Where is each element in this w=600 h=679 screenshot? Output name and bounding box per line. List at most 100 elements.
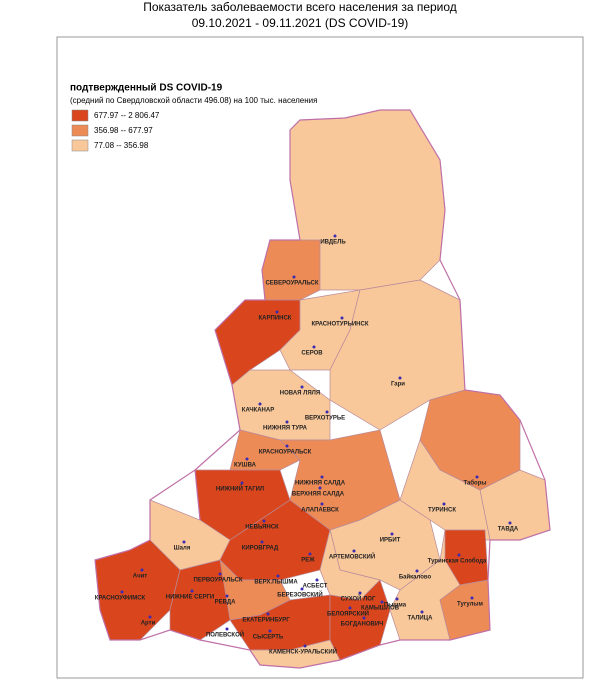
city-dot bbox=[120, 590, 124, 594]
city-dot bbox=[275, 310, 279, 314]
city-label: ИРБИТ bbox=[380, 538, 401, 544]
city-labels: ИВДЕЛЬ СЕВЕРОУРАЛЬСК КАРПИНСК КРАСНОТУРЬИНС… bbox=[95, 234, 519, 656]
city-dot bbox=[190, 589, 194, 593]
city-dot bbox=[292, 275, 296, 279]
city-dot bbox=[475, 475, 479, 479]
city-dot bbox=[262, 519, 266, 523]
city-dot bbox=[320, 475, 324, 479]
city-label: НОВАЯ ЛЯЛЯ bbox=[280, 391, 320, 397]
city-dot bbox=[266, 612, 270, 616]
frame bbox=[56, 36, 584, 679]
city-label: НЕВЬЯНСК bbox=[245, 525, 279, 531]
city-dot bbox=[140, 568, 144, 572]
city-label: Таборы bbox=[463, 480, 486, 487]
city-label: Гари bbox=[391, 382, 405, 388]
title: 09.10.2021 - 09.11.2021 (DS COVID-19) bbox=[192, 16, 409, 30]
city-label: ИВДЕЛЬ bbox=[320, 240, 346, 246]
city-dot bbox=[225, 627, 229, 631]
city-dot bbox=[218, 572, 222, 576]
legend-subtitle: (средний по Свердловской области 496.08)… bbox=[70, 96, 317, 105]
city-dot bbox=[300, 587, 304, 591]
city-label: ТАВДА bbox=[498, 527, 519, 533]
city-dot bbox=[470, 596, 474, 600]
city-label: КРАСНОУРАЛЬСК bbox=[259, 450, 312, 456]
city-label: СУХОЙ ЛОГ bbox=[341, 595, 376, 603]
city-dot bbox=[320, 502, 324, 506]
city-dot bbox=[380, 600, 384, 604]
city-dot bbox=[258, 402, 262, 406]
legend: подтвержденный DS COVID-19 (средний по С… bbox=[70, 83, 317, 152]
region bbox=[329, 579, 391, 661]
city-label: СЕВЕРОУРАЛЬСК bbox=[265, 281, 318, 287]
city-dot bbox=[358, 591, 362, 595]
city-dot bbox=[308, 552, 312, 556]
legend-label: 677.97 -- 2 806.47 bbox=[94, 111, 160, 120]
city-label: БЕРЕЗОВСКИЙ bbox=[277, 591, 322, 599]
city-dot bbox=[312, 345, 316, 349]
city-dot bbox=[390, 532, 394, 536]
city-label: РЕЖ bbox=[301, 558, 315, 564]
city-dot bbox=[245, 457, 249, 461]
city-label: КАМЕНСК-УРАЛЬСКИЙ bbox=[269, 648, 337, 656]
city-label: НИЖНЯЯ САЛДА bbox=[295, 481, 346, 487]
city-label: ЕКАТЕРИНБУРГ bbox=[242, 618, 290, 624]
legend-swatch bbox=[71, 139, 89, 152]
city-dot bbox=[240, 481, 244, 485]
city-dot bbox=[276, 574, 280, 578]
legend-label: 356.98 -- 677.97 bbox=[94, 126, 153, 135]
city-label: Арти bbox=[141, 621, 156, 627]
city-label: ВЕРХ.ПЫШМА bbox=[254, 580, 298, 586]
city-label: СЕРОВ bbox=[301, 351, 323, 357]
city-label: КАМЫШЛОВ bbox=[361, 606, 400, 612]
city-label: Шаля bbox=[174, 546, 191, 552]
city-label: НИЖНИЕ СЕРГИ bbox=[166, 595, 214, 601]
city-dot bbox=[340, 316, 344, 320]
region-border bbox=[94, 109, 551, 669]
city-dot bbox=[148, 615, 152, 619]
city-dot bbox=[285, 420, 289, 424]
city-dot bbox=[300, 385, 304, 389]
city-label: Тугулым bbox=[457, 602, 483, 608]
city-dot bbox=[260, 540, 264, 544]
city-dot bbox=[395, 597, 399, 601]
city-label: ВЕРХОТУРЬЕ bbox=[305, 416, 345, 422]
city-label: ТАЛИЦА bbox=[408, 616, 434, 622]
city-dot bbox=[415, 569, 419, 573]
city-label: АЛАПАЕВСК bbox=[301, 508, 339, 514]
legend-label: 77.08 -- 356.98 bbox=[94, 141, 149, 150]
regions bbox=[94, 109, 551, 669]
city-label: КРАСНОТУРЬИНСК bbox=[311, 322, 368, 328]
city-label: КАЧКАНАР bbox=[242, 408, 274, 414]
city-label: ПЕРВОУРАЛЬСК bbox=[194, 578, 243, 584]
city-label: АРТЕМОВСКИЙ bbox=[329, 553, 375, 561]
city-label: РЕВДА bbox=[215, 600, 237, 606]
city-label: ТУРИНСК bbox=[428, 508, 456, 514]
city-label: Байкалово bbox=[399, 574, 432, 581]
city-dot bbox=[315, 578, 319, 582]
city-dot bbox=[325, 410, 329, 414]
city-dot bbox=[182, 540, 186, 544]
city-dot bbox=[457, 553, 461, 557]
city-label: АСБЕСТ bbox=[303, 584, 328, 590]
city-dot bbox=[268, 629, 272, 633]
city-dot bbox=[348, 606, 352, 610]
city-dot bbox=[352, 549, 356, 553]
city-label: КАРПИНСК bbox=[259, 316, 292, 322]
city-label: НИЖНИЙ ТАГИЛ bbox=[216, 485, 264, 493]
city-dot bbox=[442, 502, 446, 506]
city-label: Туринская Слобода bbox=[428, 558, 487, 565]
city-label: Пышма bbox=[384, 603, 407, 609]
city-dot bbox=[333, 234, 337, 238]
city-dot bbox=[285, 444, 289, 448]
city-dot bbox=[318, 486, 322, 490]
city-dot bbox=[398, 376, 402, 380]
city-label: БОГДАНОВИЧ bbox=[341, 622, 384, 628]
city-dot bbox=[362, 616, 366, 620]
legend-swatch bbox=[71, 124, 89, 137]
legend-title: подтвержденный DS COVID-19 bbox=[70, 83, 223, 94]
city-label: ВЕРХНЯЯ САЛДА bbox=[292, 492, 345, 498]
legend-swatch bbox=[71, 109, 89, 122]
city-label: КРАСНОУФИМСК bbox=[95, 596, 146, 602]
city-dot bbox=[225, 594, 229, 598]
